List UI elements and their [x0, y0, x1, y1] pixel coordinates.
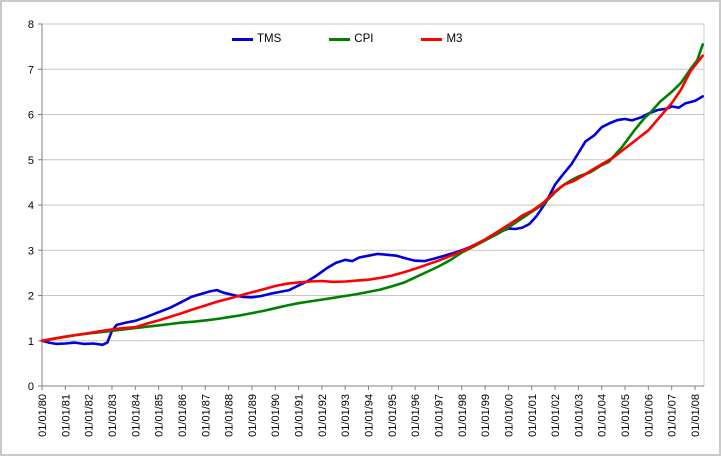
x-tick-label: 01/01/06: [643, 394, 655, 437]
x-tick-label: 01/01/02: [550, 394, 562, 437]
x-tick-label: 01/01/83: [107, 394, 119, 437]
x-tick-label: 01/01/03: [573, 394, 585, 437]
legend-item-m3: M3: [421, 33, 462, 46]
x-tick-label: 01/01/01: [527, 394, 539, 437]
x-tick-label: 01/01/93: [340, 394, 352, 437]
x-tick-label: 01/01/97: [433, 394, 445, 437]
x-tick-label: 01/01/94: [364, 394, 376, 437]
series-line-m3: [40, 54, 705, 343]
x-tick-label: 01/01/84: [130, 394, 142, 437]
y-tick-label: 1: [28, 336, 34, 348]
x-tick-label: 01/01/85: [154, 394, 166, 437]
x-tick-label: 01/01/91: [294, 394, 306, 437]
series-line-tms: [40, 95, 705, 347]
chart-legend: TMS CPI M3: [232, 33, 462, 46]
x-tick-label: 01/01/80: [37, 394, 49, 437]
y-tick-label: 5: [28, 155, 34, 167]
x-tick-label: 01/01/07: [667, 394, 679, 437]
y-tick-label: 6: [28, 110, 34, 122]
y-tick-label: 7: [28, 64, 34, 76]
m3-line-swatch-icon: [421, 38, 443, 41]
tms-line-swatch-icon: [232, 38, 253, 41]
series-line-cpi: [40, 43, 705, 343]
x-tick-label: 01/01/05: [620, 394, 632, 437]
y-tick-label: 0: [28, 381, 34, 393]
x-tick-label: 01/01/95: [387, 394, 399, 437]
x-tick-label: 01/01/96: [410, 394, 422, 437]
x-tick-label: 01/01/08: [690, 394, 702, 437]
x-tick-label: 01/01/82: [84, 394, 96, 437]
legend-label-m3: M3: [446, 33, 463, 45]
x-tick-label: 01/01/04: [597, 394, 609, 437]
y-tick-label: 2: [28, 291, 34, 303]
y-tick-label: 4: [28, 200, 34, 212]
legend-label-cpi: CPI: [354, 33, 374, 45]
legend-item-cpi: CPI: [329, 33, 373, 46]
x-tick-label: 01/01/92: [317, 394, 329, 437]
x-tick-label: 01/01/86: [177, 394, 189, 437]
x-tick-label: 01/01/90: [270, 394, 282, 437]
legend-label-tms: TMS: [257, 33, 282, 45]
y-tick-label: 3: [28, 245, 34, 257]
x-tick-label: 01/01/87: [200, 394, 212, 437]
x-tick-label: 01/01/98: [457, 394, 469, 437]
x-tick-label: 01/01/88: [224, 394, 236, 437]
x-tick-label: 01/01/89: [247, 394, 259, 437]
x-tick-label: 01/01/81: [60, 394, 72, 437]
y-tick-label: 8: [28, 19, 34, 31]
x-tick-label: 01/01/00: [503, 394, 515, 437]
cpi-line-swatch-icon: [329, 38, 351, 41]
legend-item-tms: TMS: [232, 33, 281, 46]
x-tick-label: 01/01/99: [480, 394, 492, 437]
